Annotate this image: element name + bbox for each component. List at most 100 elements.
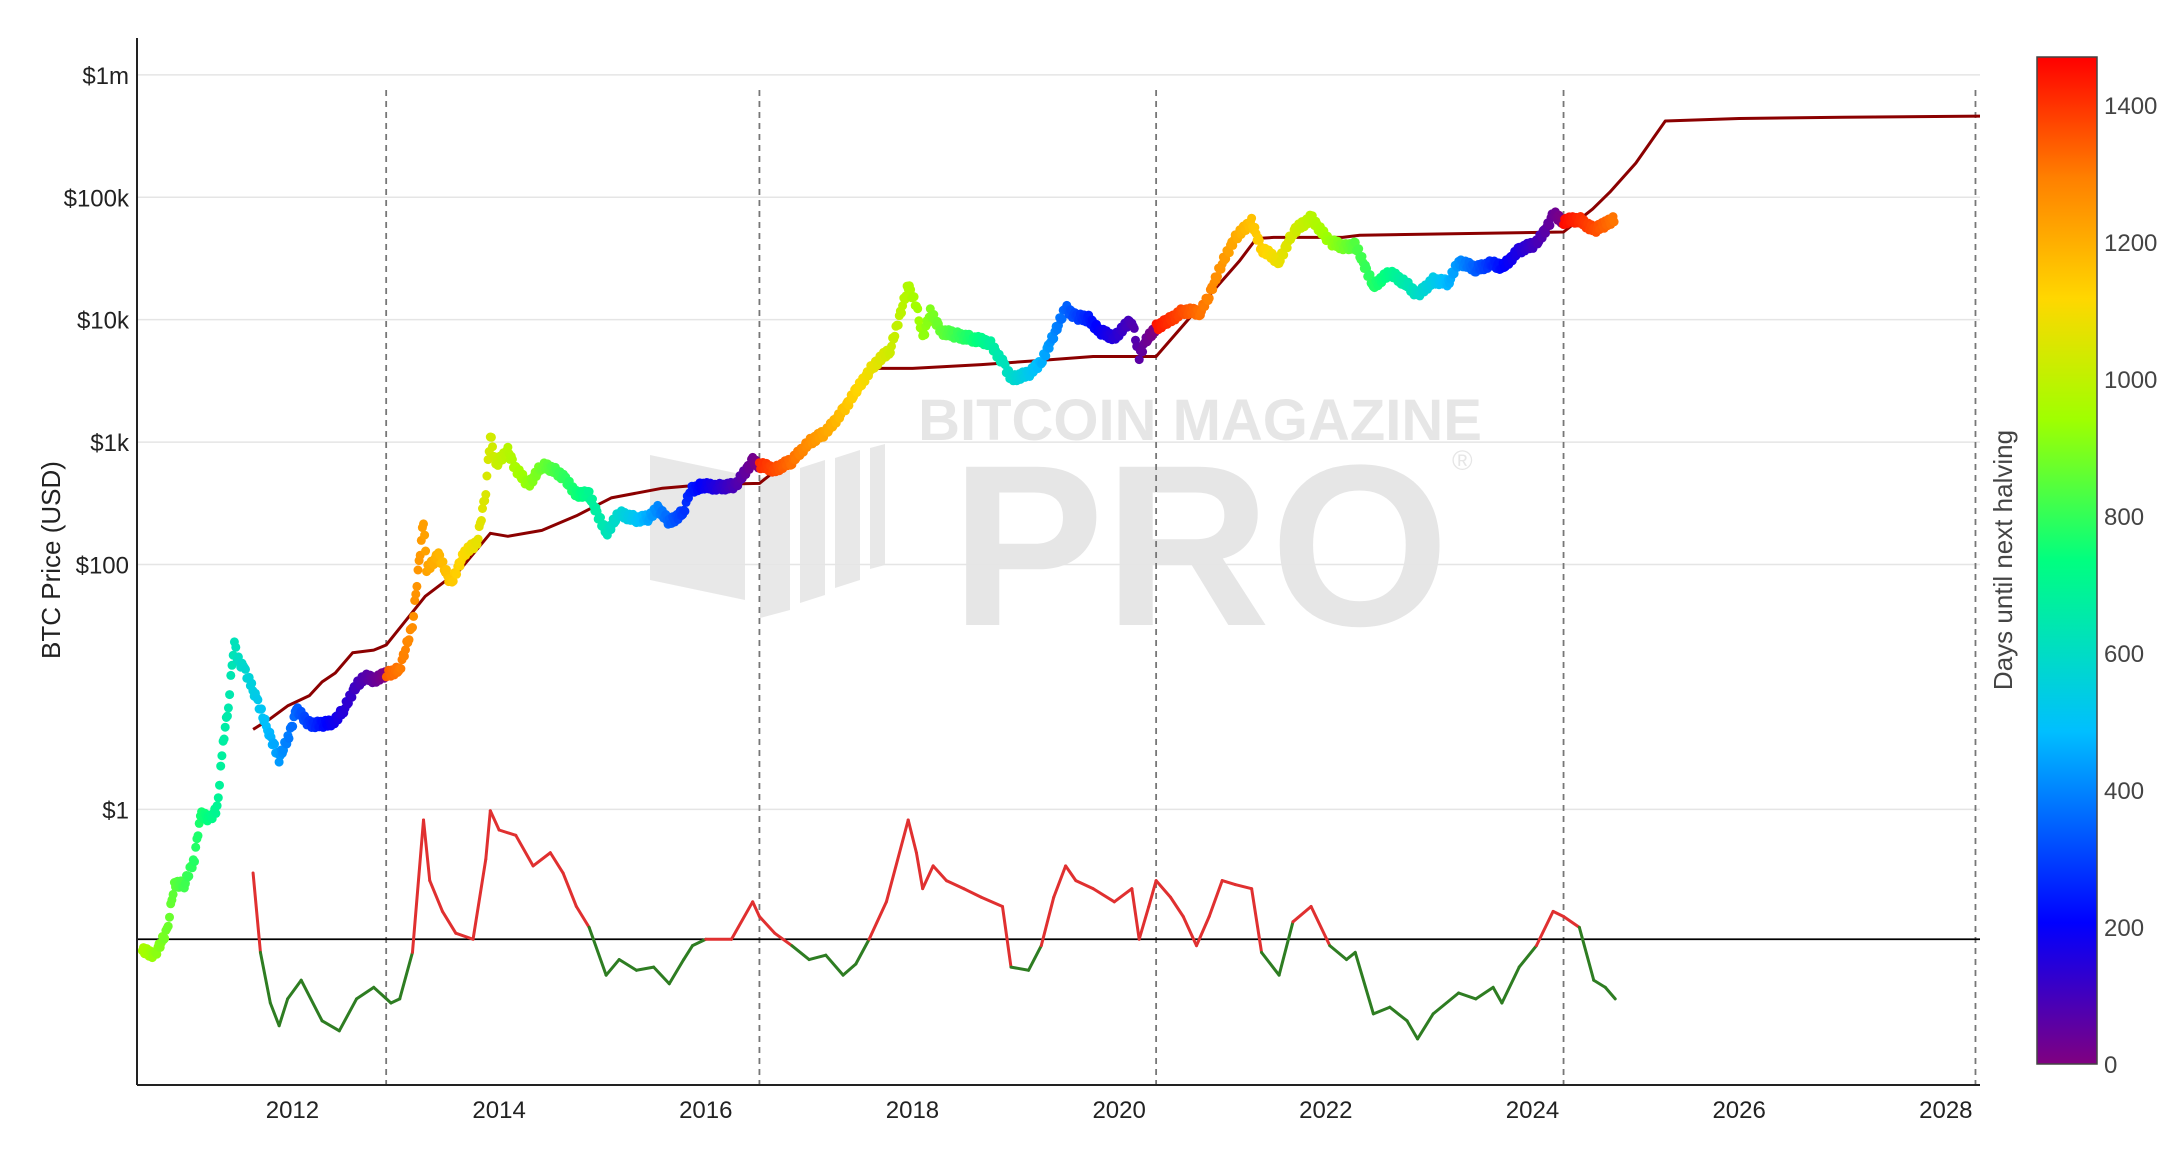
ratio-segment (634, 965, 656, 972)
price-point (396, 664, 406, 674)
ratio-segment (790, 944, 811, 962)
price-point (1057, 314, 1067, 324)
ratio-segment (1130, 887, 1141, 941)
price-point (347, 692, 357, 702)
price-point (284, 733, 294, 743)
price-point (231, 642, 241, 652)
price-point (421, 546, 431, 556)
colorbar-ticks: 0 200 400 600 800 1000 1200 1400 (2104, 93, 2157, 1079)
colorbar: 0 200 400 600 800 1000 1200 1400 Days until nex… (1988, 56, 2157, 1079)
ratio-segment (1091, 887, 1116, 904)
colorbar-tick-label: 800 (2104, 504, 2144, 531)
price-point (190, 857, 199, 867)
ratio-segment (854, 937, 871, 966)
price-point (486, 432, 496, 442)
y-tick-label: $10k (77, 308, 130, 335)
x-tick-label: 2020 (1092, 1097, 1145, 1124)
watermark-line2: PRO (951, 417, 1449, 674)
price-point (288, 721, 298, 731)
ratio-segment (1039, 895, 1056, 948)
price-point (473, 534, 483, 544)
ratio-segment (488, 809, 501, 832)
ratio-segment (1220, 879, 1237, 887)
ratio-segment (921, 864, 935, 891)
y-tick-label: $100k (64, 185, 130, 212)
ratio-segment (1147, 879, 1158, 909)
ratio-segment (1027, 944, 1043, 972)
colorbar-gradient (2036, 56, 2098, 1065)
ratio-segment (1064, 864, 1078, 883)
y-gridlines (137, 74, 1980, 811)
ratio-segment (1344, 950, 1357, 962)
x-tick-label: 2028 (1919, 1097, 1972, 1124)
ratio-segment (1260, 950, 1281, 977)
ratio-segment (1405, 1019, 1420, 1041)
price-point (1609, 217, 1619, 227)
price-point (920, 330, 930, 340)
colorbar-tick-label: 0 (2104, 1052, 2117, 1079)
price-point (241, 664, 250, 674)
ratio-segment (729, 900, 755, 941)
ratio-series (251, 809, 1617, 1041)
ratio-segment (1353, 950, 1375, 1016)
watermark-logo: BITCOIN MAGAZINE PRO ® (650, 388, 1482, 674)
ratio-segment (355, 985, 376, 1001)
price-point (448, 576, 458, 586)
price-point (419, 519, 428, 529)
ratio-segment (1328, 944, 1348, 962)
price-point (1545, 221, 1555, 230)
ratio-segment (1052, 864, 1068, 899)
ratio-segment (1371, 1005, 1392, 1016)
price-point (452, 569, 462, 579)
price-point (476, 516, 486, 525)
price-point (1279, 250, 1289, 260)
price-point (409, 611, 419, 621)
price-point (165, 912, 174, 922)
ratio-segment (884, 818, 910, 904)
price-point (193, 831, 203, 841)
ratio-segment (604, 958, 621, 977)
ratio-segment (1112, 887, 1134, 904)
ratio-segment (471, 857, 488, 941)
ratio-segment (1169, 895, 1185, 918)
ratio-segment (867, 900, 888, 941)
ratio-segment (454, 931, 475, 941)
ratio-segment (667, 958, 686, 986)
colorbar-title: Days until next halving (1988, 430, 2018, 690)
x-tick-label: 2016 (679, 1097, 732, 1124)
ratio-segment (1500, 965, 1521, 1005)
price-point (225, 690, 235, 700)
price-point (160, 933, 170, 943)
ratio-segment (531, 851, 552, 868)
price-point (257, 704, 266, 714)
ratio-segment (807, 953, 828, 962)
y-axis-title: BTC Price (USD) (36, 461, 66, 659)
y-tick-label: $100 (76, 553, 129, 580)
ratio-segment (841, 962, 858, 977)
ratio-segment (773, 931, 794, 948)
ratio-segment (962, 887, 983, 899)
colorbar-tick-label: 400 (2104, 778, 2144, 805)
colorbar-tick-label: 600 (2104, 641, 2144, 668)
ratio-segment (587, 925, 608, 977)
price-point (1208, 285, 1218, 295)
ratio-segment (979, 895, 1004, 909)
ratio-segment (398, 950, 414, 1001)
ratio-segment (1194, 914, 1211, 948)
ratio-segment (484, 809, 492, 861)
x-tick-label: 2022 (1299, 1097, 1352, 1124)
price-point (223, 703, 233, 713)
ratio-segment (1431, 991, 1461, 1016)
ratio-segment (1291, 905, 1313, 924)
price-point (163, 921, 173, 931)
price-point (897, 308, 906, 318)
price-point (913, 304, 923, 314)
price-point (420, 530, 430, 540)
x-tick-label: 2012 (266, 1097, 319, 1124)
price-point (914, 316, 924, 326)
ratio-segment (906, 818, 918, 855)
price-point (168, 889, 178, 899)
ratio-segment (1388, 1005, 1409, 1023)
price-point (404, 635, 414, 645)
